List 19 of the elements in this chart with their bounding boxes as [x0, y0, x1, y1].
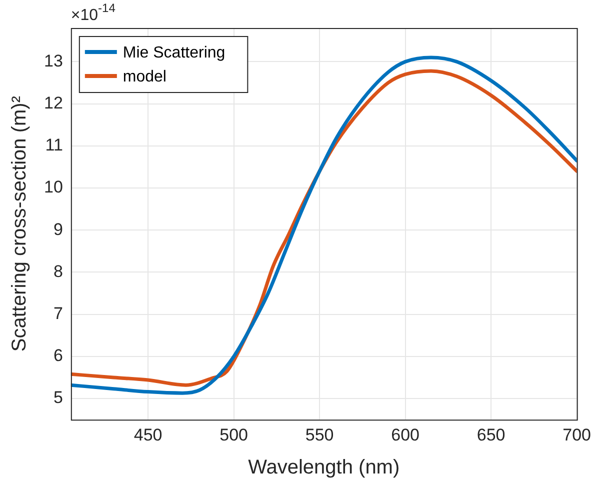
y-tick-label: 13	[44, 51, 63, 70]
x-tick-label: 550	[305, 425, 334, 444]
x-tick-label: 650	[476, 425, 506, 444]
x-tick-label: 500	[220, 425, 248, 444]
y-tick-label: 12	[44, 93, 63, 112]
y-tick-label: 9	[53, 220, 63, 239]
x-tick-label: 450	[134, 425, 162, 444]
y-tick-label: 5	[53, 388, 63, 408]
y-tick-label: 11	[45, 136, 63, 155]
x-tick-label: 600	[391, 425, 420, 444]
y-tick-label: 6	[53, 346, 63, 366]
legend-label: model	[122, 68, 166, 86]
y-tick-label: 10	[44, 178, 63, 197]
y-axis-title: Scattering cross-section (m)²	[8, 96, 31, 352]
x-axis-title: Wavelength (nm)	[248, 456, 400, 479]
y-tick-label: 8	[53, 262, 63, 281]
y-tick-label: 7	[53, 304, 63, 324]
legend-label: Mie Scattering	[122, 44, 226, 62]
x-tick-label: 700	[562, 425, 592, 444]
